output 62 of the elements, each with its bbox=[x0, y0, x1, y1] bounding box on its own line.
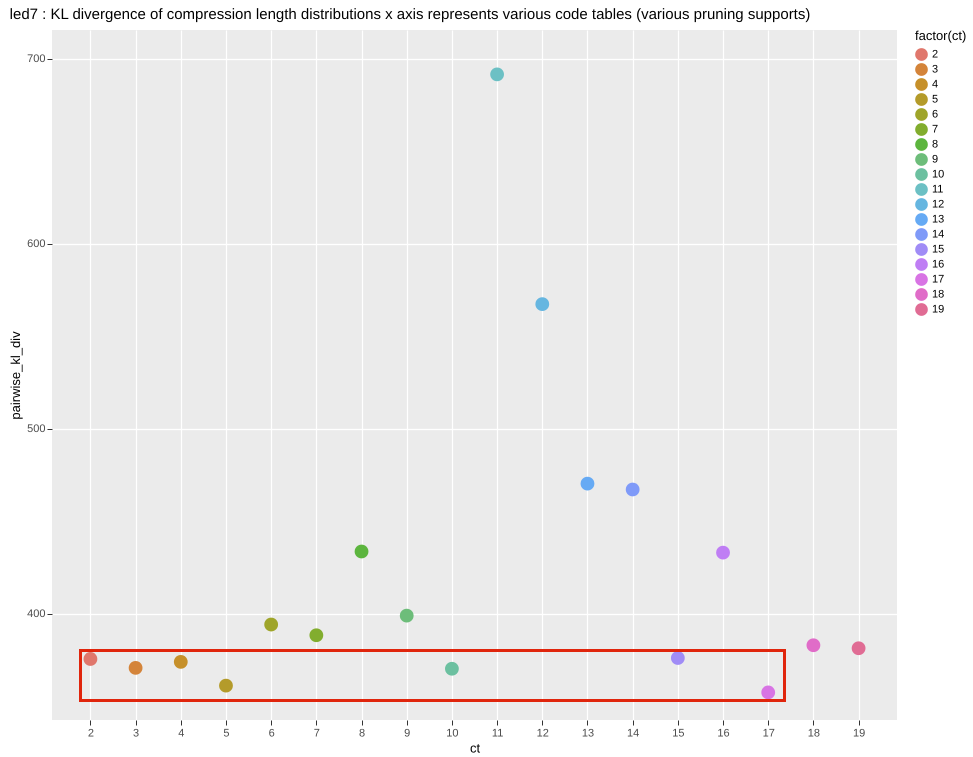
x-tick-label: 15 bbox=[672, 728, 684, 740]
point bbox=[580, 476, 594, 490]
legend-title: factor(ct) bbox=[915, 28, 966, 43]
x-tick-label: 14 bbox=[627, 728, 640, 740]
point bbox=[445, 662, 459, 676]
point bbox=[535, 297, 550, 312]
legend-label: 19 bbox=[932, 304, 944, 316]
legend-label: 2 bbox=[932, 48, 938, 60]
x-tick-label: 5 bbox=[223, 728, 230, 740]
legend-label: 17 bbox=[932, 274, 944, 286]
legend-label: 11 bbox=[932, 184, 944, 196]
x-tick-label: 13 bbox=[582, 728, 594, 740]
y-axis-title: pairwise_kl_div bbox=[8, 330, 24, 420]
y-tick-label: 600 bbox=[27, 238, 46, 250]
x-tick-label: 10 bbox=[446, 728, 459, 740]
legend-label: 9 bbox=[932, 154, 938, 166]
point bbox=[128, 660, 142, 675]
point bbox=[309, 628, 324, 642]
point bbox=[354, 544, 368, 558]
point bbox=[852, 641, 866, 656]
x-tick-label: 11 bbox=[492, 728, 504, 740]
point bbox=[670, 651, 685, 665]
x-tick-label: 2 bbox=[88, 728, 94, 740]
y-tick-label: 500 bbox=[27, 423, 46, 436]
legend-label: 5 bbox=[932, 94, 938, 106]
legend-label: 6 bbox=[932, 108, 938, 120]
legend-label: 8 bbox=[932, 138, 938, 150]
x-tick-label: 6 bbox=[268, 728, 275, 740]
x-tick-label: 3 bbox=[133, 728, 140, 740]
point bbox=[761, 686, 776, 700]
legend-label: 13 bbox=[932, 214, 944, 226]
legend-label: 7 bbox=[932, 124, 938, 136]
x-tick-label: 7 bbox=[314, 728, 320, 740]
legend-label: 10 bbox=[932, 168, 944, 180]
legend-label: 15 bbox=[932, 244, 944, 256]
legend-label: 14 bbox=[932, 228, 944, 240]
x-tick-label: 12 bbox=[536, 728, 549, 740]
x-tick-label: 18 bbox=[808, 728, 820, 740]
x-tick-label: 16 bbox=[717, 728, 730, 740]
legend-label: 18 bbox=[932, 288, 944, 300]
point bbox=[716, 546, 730, 560]
point bbox=[174, 655, 188, 669]
x-tick-label: 8 bbox=[358, 728, 366, 740]
x-tick-label: 17 bbox=[762, 728, 775, 740]
y-tick-label: 700 bbox=[27, 53, 46, 66]
point bbox=[626, 482, 640, 496]
point bbox=[84, 652, 98, 666]
point bbox=[490, 68, 504, 82]
chart-title: led7 : KL divergence of compression length distributions x axis represents various code tables (various pruning supports) bbox=[10, 6, 810, 23]
legend-label: 3 bbox=[932, 64, 938, 76]
x-tick-label: 9 bbox=[404, 728, 410, 740]
point bbox=[400, 608, 414, 623]
point bbox=[219, 678, 233, 692]
x-axis-title: ct bbox=[470, 740, 480, 756]
legend-label: 16 bbox=[932, 258, 944, 270]
legend-label: 4 bbox=[932, 78, 938, 90]
legend-label: 12 bbox=[932, 198, 944, 210]
x-tick-label: 4 bbox=[178, 728, 184, 740]
x-tick-label: 19 bbox=[852, 728, 866, 740]
point bbox=[806, 638, 820, 652]
y-tick-label: 400 bbox=[27, 608, 46, 620]
point bbox=[264, 618, 278, 632]
